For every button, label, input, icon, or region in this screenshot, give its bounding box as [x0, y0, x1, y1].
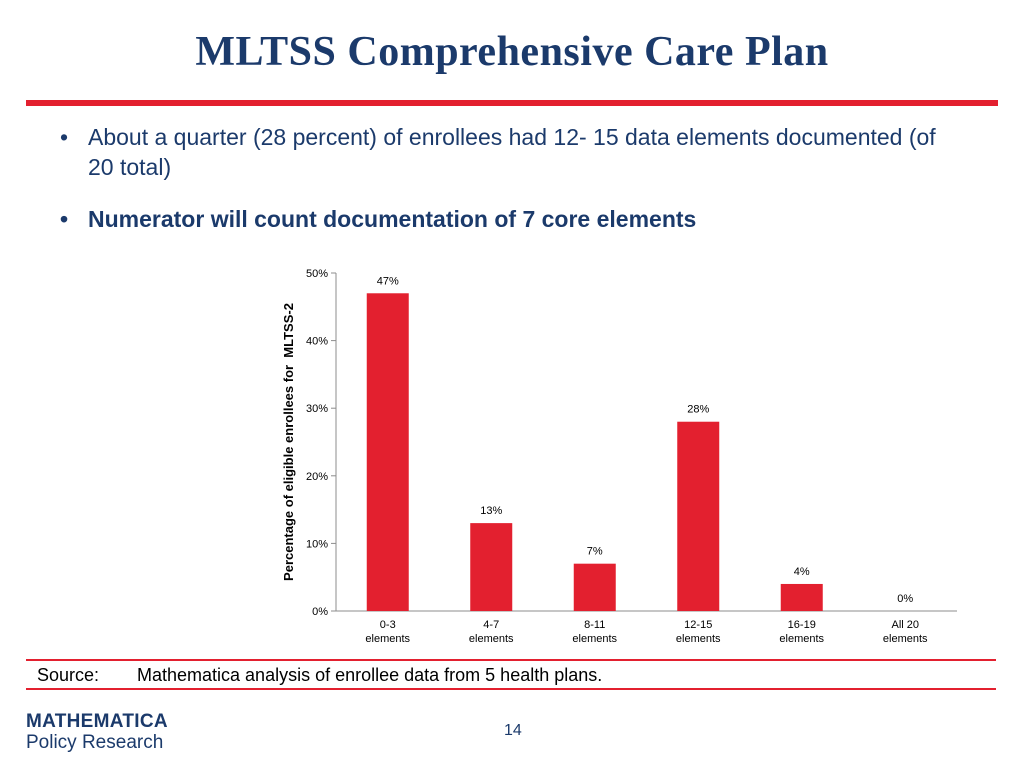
x-tick-label: 4-7	[483, 619, 499, 631]
data-label: 0%	[897, 593, 913, 605]
bullet-icon: •	[60, 206, 69, 232]
x-tick-label: elements	[779, 633, 824, 645]
x-tick-label: elements	[676, 633, 721, 645]
bullet-item: • Numerator will count documentation of …	[60, 204, 940, 234]
x-tick-label: elements	[365, 633, 410, 645]
data-label: 47%	[377, 275, 399, 287]
source-label: Source:	[37, 665, 100, 685]
bullet-item: • About a quarter (28 percent) of enroll…	[60, 122, 940, 182]
y-tick-label: 0%	[312, 606, 328, 618]
source-note: Source: Mathematica analysis of enrollee …	[37, 665, 602, 686]
x-tick-label: All 20	[891, 619, 919, 631]
source-text: Mathematica analysis of enrollee data fr…	[137, 665, 603, 685]
bullet-list: • About a quarter (28 percent) of enroll…	[60, 122, 940, 234]
y-tick-label: 20%	[306, 471, 328, 483]
page-number: 14	[504, 722, 522, 739]
y-axis-label: Percentage of eligible enrollees for MLT…	[281, 303, 296, 581]
y-tick-label: 10%	[306, 538, 328, 550]
x-tick-label: elements	[572, 633, 617, 645]
slide-title: MLTSS Comprehensive Care Plan	[195, 29, 829, 75]
title-rule	[26, 100, 998, 106]
bar	[677, 421, 720, 611]
logo-line2: Policy Research	[26, 732, 164, 753]
bullet-text: About a quarter (28 percent) of enrollee…	[88, 124, 936, 180]
bullet-icon: •	[60, 124, 69, 150]
source-rule-top	[26, 659, 996, 661]
logo-line1: MATHEMATICA	[26, 711, 168, 732]
x-tick-label: 0-3	[380, 619, 396, 631]
bar	[470, 523, 513, 611]
data-label: 7%	[587, 546, 603, 558]
x-tick-label: 12-15	[684, 619, 712, 631]
data-label: 13%	[480, 505, 502, 517]
y-tick-label: 40%	[306, 336, 328, 348]
bar-chart: 0% 10% 20% 30% 40% 50% Percentage of eligible …	[281, 268, 957, 645]
x-tick-label: 8-11	[584, 619, 605, 631]
y-tick-label: 50%	[306, 268, 328, 280]
x-tick-label: elements	[469, 633, 514, 645]
bar	[573, 563, 616, 611]
x-tick-label: elements	[883, 633, 928, 645]
logo: MATHEMATICA Policy Research	[26, 712, 168, 754]
source-rule-bottom	[26, 688, 996, 690]
y-tick-label: 30%	[306, 403, 328, 415]
x-tick-label: 16-19	[788, 619, 816, 631]
data-label: 4%	[794, 566, 810, 578]
bar	[366, 293, 409, 611]
data-label: 28%	[687, 404, 709, 416]
bar	[780, 583, 823, 611]
bullet-text: Numerator will count documentation of 7 …	[88, 206, 697, 232]
